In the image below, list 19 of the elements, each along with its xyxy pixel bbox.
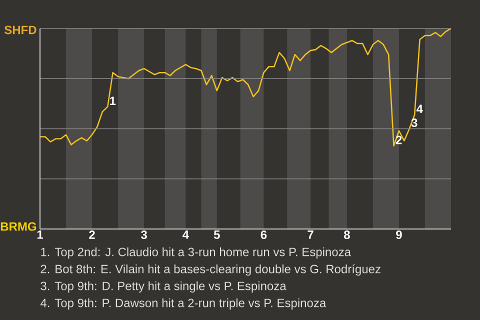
annotation: 3 xyxy=(411,118,418,128)
x-tick-label: 4 xyxy=(182,230,189,239)
x-tick-label: 1 xyxy=(37,230,44,239)
annotation: 2 xyxy=(396,136,402,144)
x-tick-label: 2 xyxy=(89,230,95,239)
annotation: 4 xyxy=(416,104,423,114)
text: 3. Top 9th: D. Petty hit a single vs P. Espinoza xyxy=(40,281,286,293)
annotation: 1 xyxy=(110,96,116,105)
text: 1. Top 2nd: J. Claudio hit a 3-run home run vs P. Espinoza xyxy=(41,247,351,259)
x-tick-label: 9 xyxy=(396,230,402,240)
x-tick-label: 3 xyxy=(140,230,147,240)
text: 2. Bot 8th: E. Vilain hit a bases-clearing double vs G. Rodríguez xyxy=(40,264,380,276)
x-tick-label: 8 xyxy=(344,230,350,240)
text: 4. Top 9th: P. Dawson hit a 2-run triple vs P. Espinoza xyxy=(40,298,326,310)
x-tick-label: 6 xyxy=(260,230,267,240)
x-tick-label: 7 xyxy=(308,230,314,239)
text: BRMG xyxy=(0,222,36,231)
text: SHFD xyxy=(4,26,36,34)
x-tick-label: 5 xyxy=(214,230,220,239)
